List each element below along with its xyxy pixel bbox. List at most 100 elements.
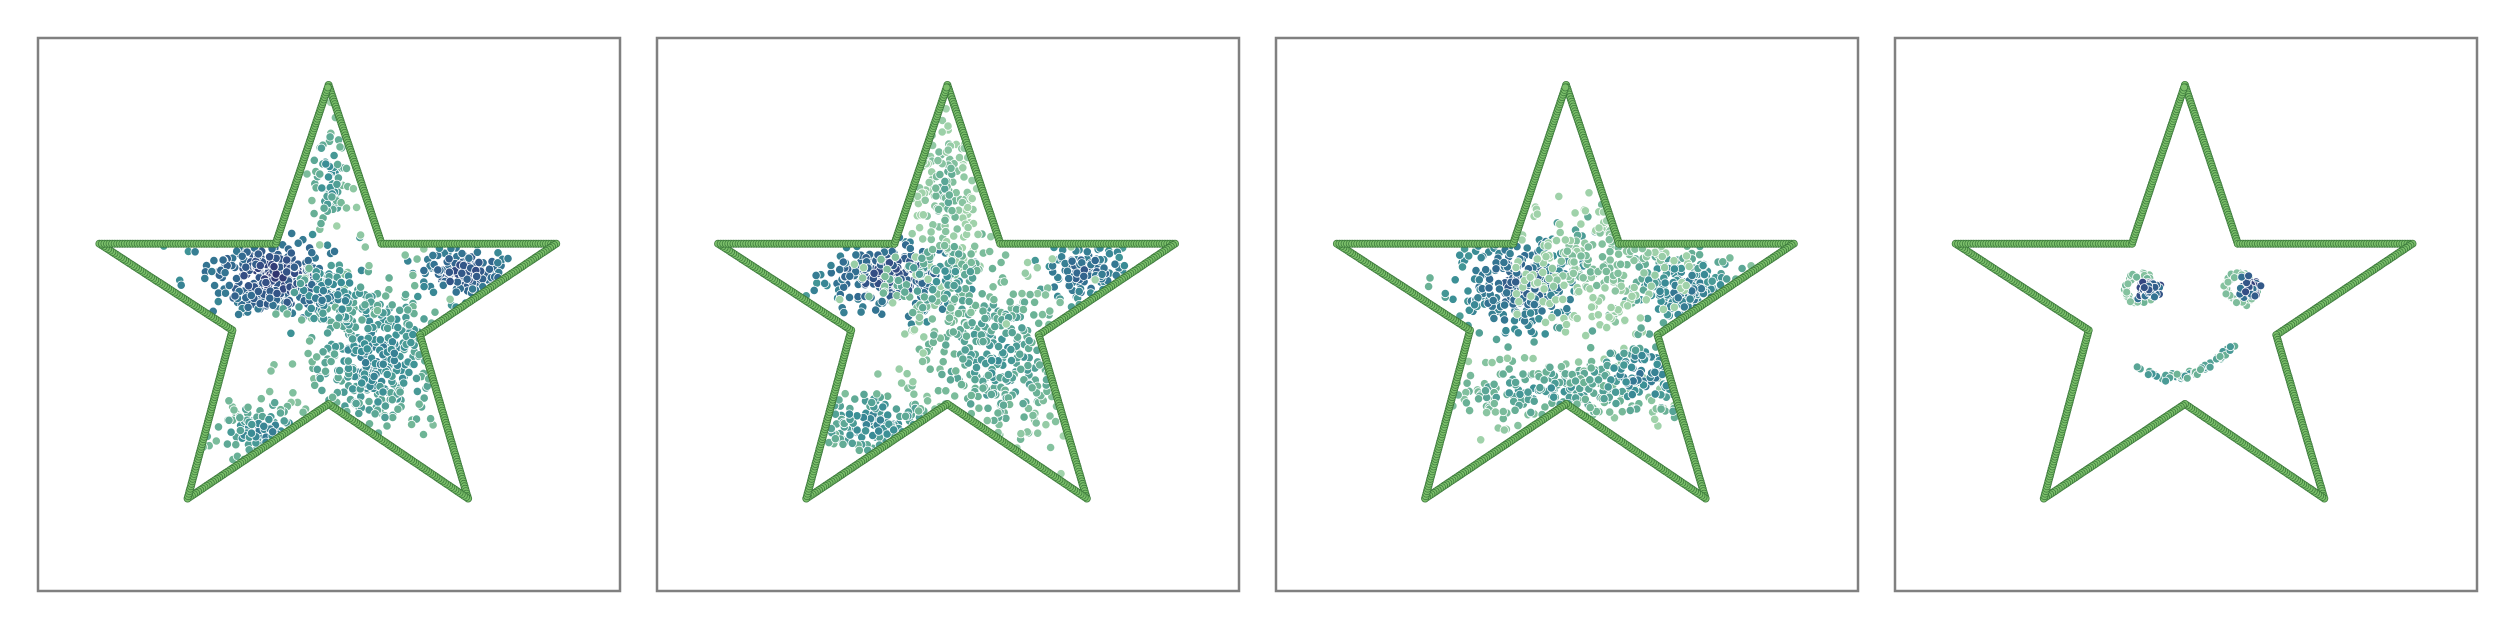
- scatter-point: [378, 359, 388, 369]
- scatter-point: [323, 277, 333, 287]
- scatter-point: [404, 320, 414, 330]
- scatter-point: [1547, 263, 1558, 273]
- scatter-point: [1045, 306, 1055, 316]
- scatter-point: [289, 287, 299, 297]
- scatter-point: [1110, 259, 1120, 269]
- scatter-point: [1512, 309, 1522, 319]
- scatter-point: [1586, 343, 1596, 353]
- scatter-point: [931, 191, 941, 201]
- scatter-point: [287, 359, 298, 369]
- scatter-point: [985, 246, 995, 257]
- scatter-point: [1040, 290, 1051, 300]
- scatter-point: [970, 374, 980, 385]
- scatter-point: [1611, 398, 1621, 409]
- scatter-point: [880, 271, 890, 281]
- scatter-point: [1007, 327, 1017, 338]
- scatter-point: [966, 399, 976, 409]
- scatter-point: [1623, 301, 1633, 311]
- scatter-point: [914, 223, 925, 233]
- scatter-point: [430, 307, 440, 317]
- scatter-point: [931, 183, 941, 193]
- scatter-point: [1546, 383, 1556, 393]
- scatter-point: [1641, 295, 1651, 305]
- scatter-point: [1639, 268, 1649, 278]
- scatter-point: [844, 409, 855, 419]
- scatter-point: [243, 402, 253, 412]
- scatter-point: [1599, 394, 1609, 404]
- scatter-point: [1533, 278, 1543, 288]
- scatter-point: [946, 303, 956, 313]
- scatter-point: [944, 313, 955, 323]
- scatter-point: [1498, 406, 1508, 417]
- scatter-point: [993, 408, 1003, 418]
- scatter-point: [355, 230, 366, 240]
- scatter-point: [395, 387, 405, 397]
- scatter-point: [319, 203, 329, 213]
- scatter-point: [950, 391, 960, 401]
- scatter-point: [908, 307, 918, 318]
- scatter-point: [312, 352, 322, 362]
- scatter-point: [425, 414, 436, 424]
- scatter-point: [1502, 353, 1513, 363]
- scatter-point: [1600, 283, 1610, 293]
- scatter-point: [1539, 284, 1549, 294]
- scatter-point: [933, 204, 944, 214]
- scatter-point: [1541, 252, 1551, 262]
- scatter-point: [445, 276, 455, 286]
- scatter-point: [1695, 250, 1705, 260]
- scatter-point: [472, 247, 482, 257]
- scatter-point: [949, 294, 960, 304]
- scatter-point: [462, 274, 472, 284]
- scatter-point: [1627, 291, 1637, 301]
- scatter-point: [1526, 407, 1536, 417]
- scatter-point: [929, 330, 939, 340]
- scatter-point: [1476, 253, 1486, 263]
- scatter-point: [382, 323, 393, 333]
- scatter-point: [1001, 319, 1011, 329]
- scatter-point: [357, 378, 367, 388]
- scatter-point: [919, 292, 930, 302]
- scatter-point: [322, 328, 333, 338]
- scatter-point: [893, 275, 904, 286]
- scatter-point: [909, 263, 919, 273]
- scatter-point: [1529, 299, 1539, 310]
- scatter-point: [844, 292, 855, 302]
- scatter-point: [1574, 357, 1584, 367]
- scatter-point: [1047, 254, 1057, 264]
- scatter-point: [1627, 362, 1637, 372]
- scatter-point: [909, 389, 919, 399]
- scatter-point: [964, 296, 974, 306]
- scatter-point: [924, 177, 934, 187]
- scatter-point: [874, 426, 884, 436]
- scatter-point: [1015, 349, 1025, 359]
- scatter-point: [1652, 359, 1662, 369]
- scatter-point: [1424, 281, 1434, 292]
- scatter-point: [1495, 354, 1505, 365]
- scatter-point: [286, 248, 296, 258]
- scatter-point: [1464, 251, 1474, 261]
- scatter-point: [967, 318, 977, 328]
- scatter-point: [311, 272, 321, 282]
- scatter-point: [1545, 362, 1555, 372]
- scatter-point: [941, 226, 951, 237]
- scatter-point: [229, 405, 239, 415]
- scatter-point: [989, 295, 999, 305]
- scatter-point: [364, 261, 374, 271]
- scatter-point: [329, 349, 340, 359]
- scatter-point: [318, 308, 328, 318]
- scatter-point: [1605, 247, 1615, 257]
- scatter-point: [1561, 319, 1572, 330]
- scatter-point: [931, 277, 942, 287]
- scatter-point: [1518, 369, 1528, 379]
- scatter-point: [939, 241, 950, 251]
- scatter-point: [983, 403, 993, 413]
- scatter-point: [1650, 367, 1660, 377]
- scatter-point: [275, 408, 286, 418]
- scatter-point: [945, 375, 956, 385]
- scatter-point: [1470, 300, 1480, 310]
- scatter-point: [926, 227, 936, 237]
- scatter-point: [322, 240, 333, 250]
- scatter-point: [347, 334, 358, 344]
- scatter-point: [900, 287, 910, 297]
